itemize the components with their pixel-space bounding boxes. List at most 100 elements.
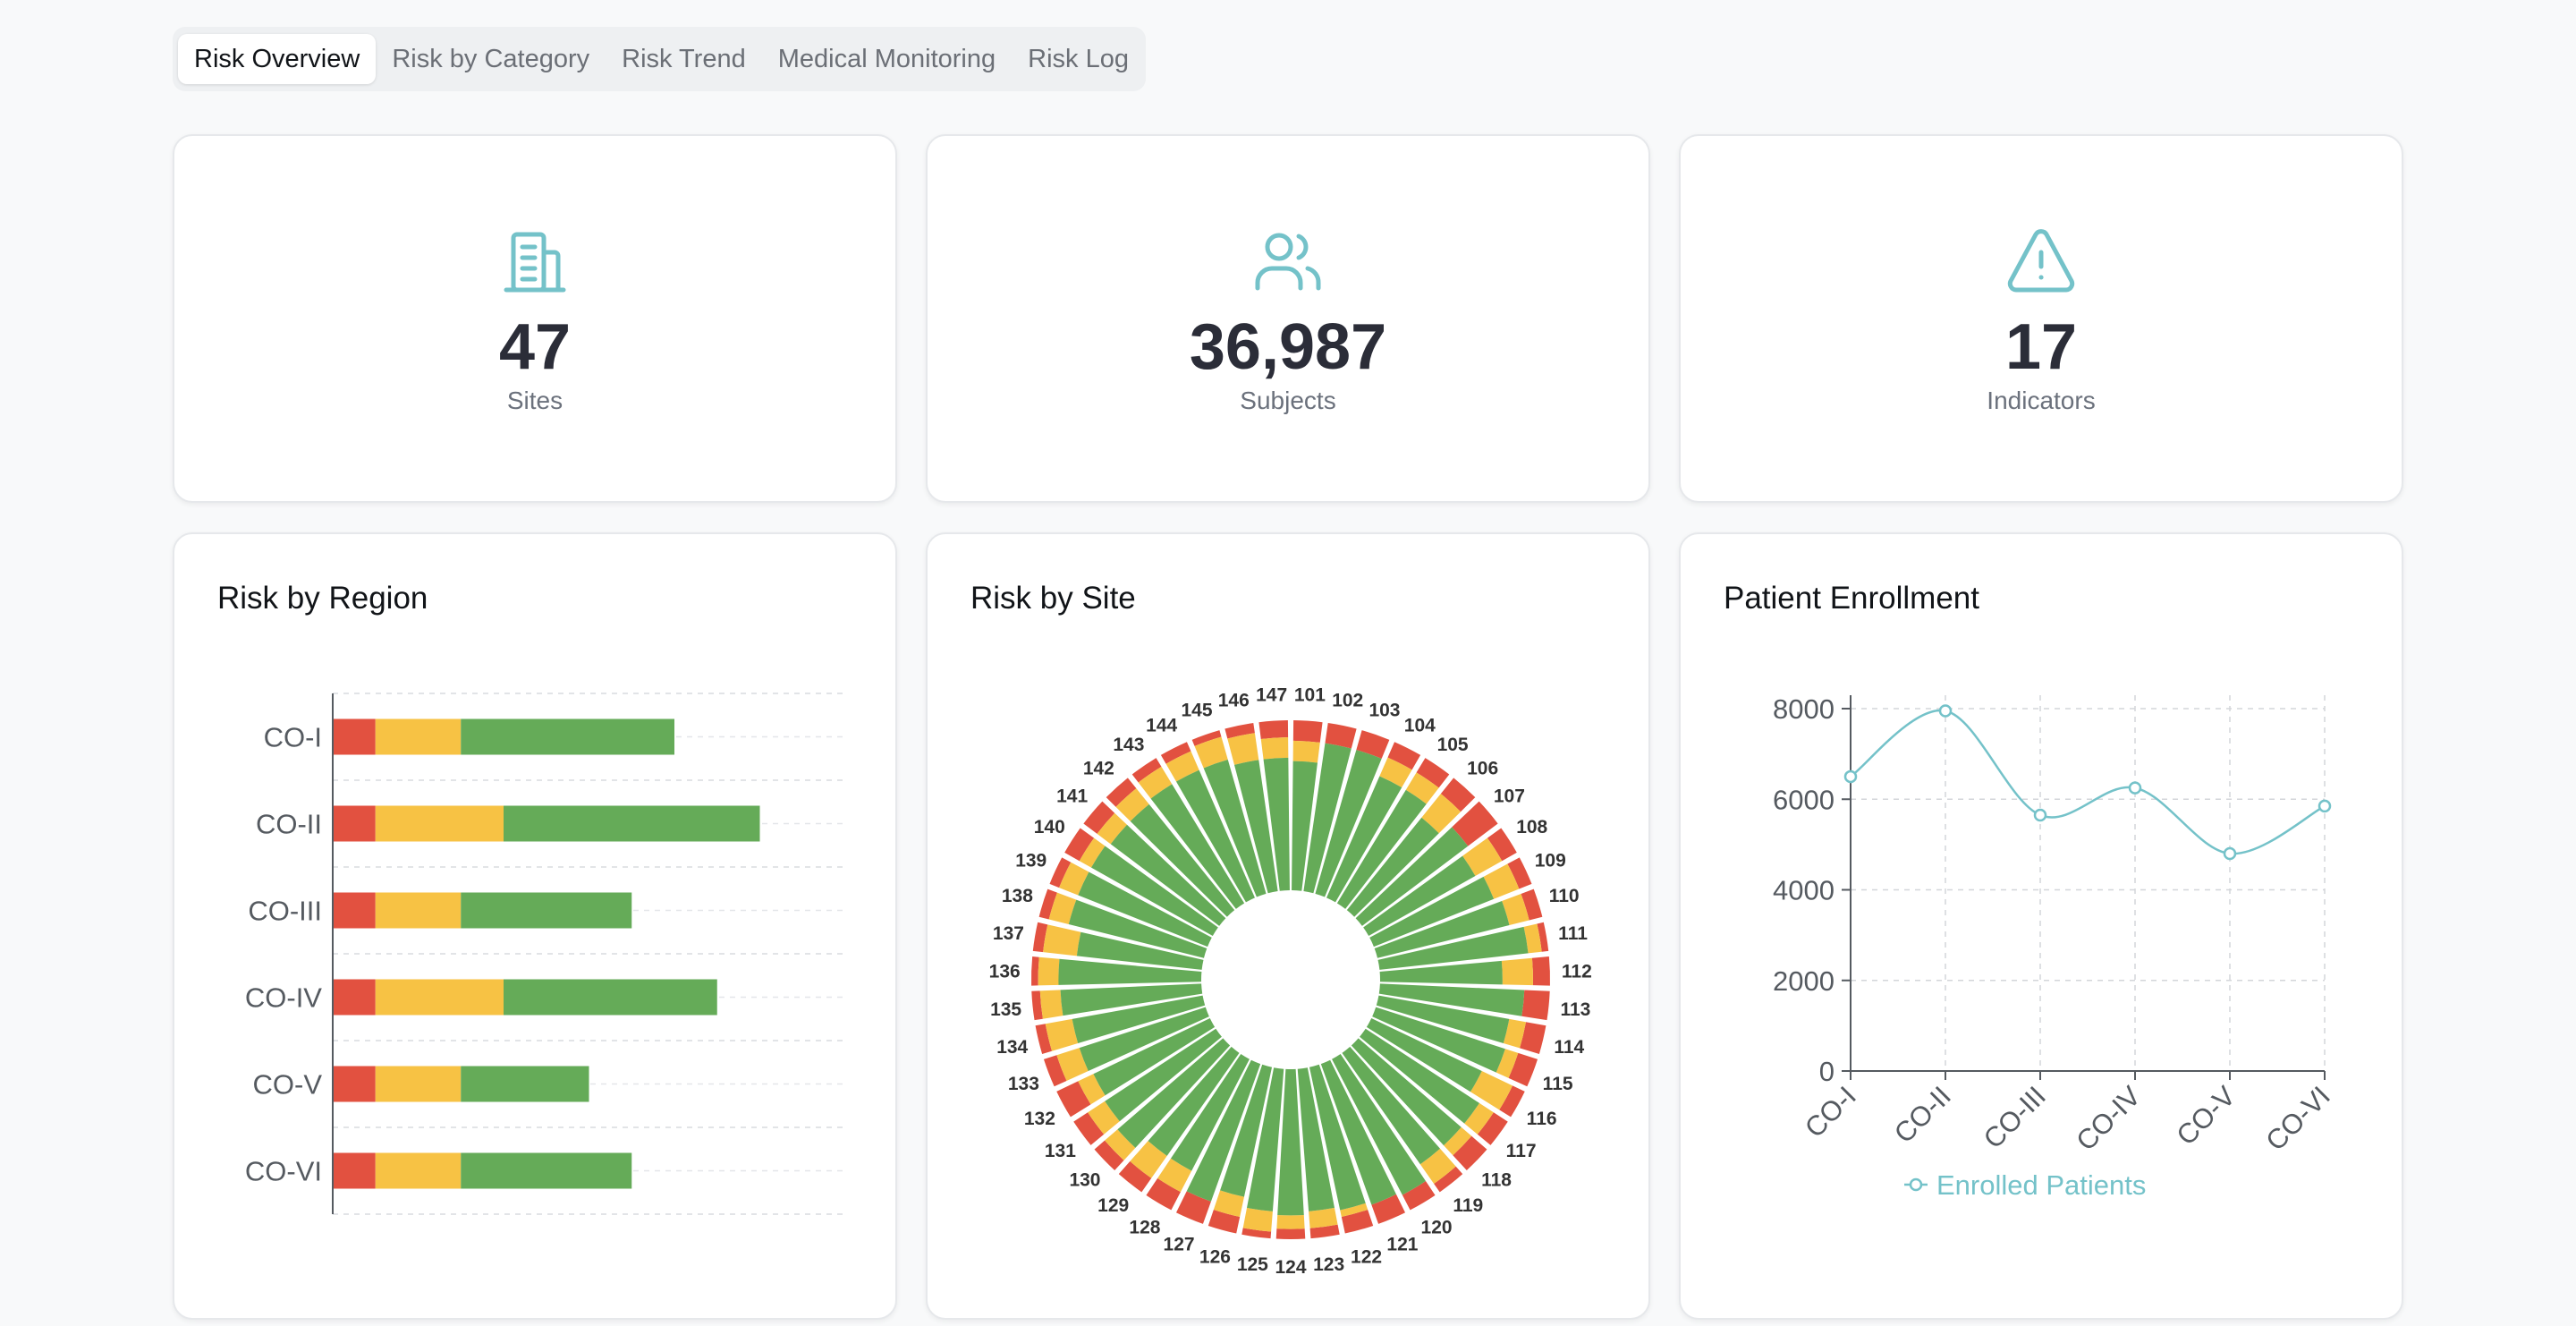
site-103-seg0 [1356,730,1390,759]
site-label: 133 [1008,1074,1039,1094]
bar-co-i-seg0 [333,718,376,755]
risk-by-site-title: Risk by Site [970,581,1136,616]
site-101-seg1 [1292,740,1320,763]
site-109-seg2 [1369,876,1495,948]
x-tick-label: CO-V [2170,1080,2241,1152]
site-129-seg0 [1118,1160,1152,1193]
site-127-seg2 [1186,1059,1261,1202]
alert-triangle-icon [2007,229,2075,293]
tab-risk-trend[interactable]: Risk Trend [622,44,746,73]
site-label: 119 [1453,1195,1483,1216]
site-113-seg2 [1378,983,1525,1016]
risk-by-region-card: Risk by Region CO-I CO-II CO-III CO-IV CO-V C… [173,532,897,1320]
site-label: 112 [1562,961,1592,982]
site-144-seg2 [1176,769,1255,903]
site-141-seg0 [1083,801,1115,834]
site-110-seg1 [1502,893,1530,925]
legend-marker [1909,1177,1923,1192]
site-129-seg2 [1148,1046,1240,1156]
site-136-seg1 [1038,956,1060,986]
site-label: 147 [1256,685,1287,706]
bar-co-ii-seg0 [333,805,376,842]
site-142-seg0 [1106,778,1137,807]
site-120-seg2 [1332,1054,1426,1195]
site-label: 141 [1056,786,1088,806]
site-140-seg2 [1091,846,1218,937]
enrollment-point-co-ii [1938,704,1953,718]
site-104-seg1 [1379,757,1412,788]
site-145-seg1 [1194,736,1228,769]
enrollment-line [1850,709,2326,855]
site-124-seg0 [1275,1228,1306,1239]
tab-medical-monitoring[interactable]: Medical Monitoring [777,44,996,73]
site-105-seg0 [1416,758,1450,788]
site-139-seg1 [1059,862,1089,896]
site-107-seg2 [1355,827,1469,926]
site-110-seg0 [1521,888,1543,921]
site-label: 115 [1543,1074,1573,1094]
site-label: 143 [1113,735,1144,755]
tab-risk-overview[interactable]: Risk Overview [178,34,377,84]
site-104-seg0 [1387,742,1421,770]
site-102-seg0 [1325,723,1357,749]
tab-bar: Risk Overview Risk by Category Risk Tren… [173,27,1146,91]
site-137-seg2 [1076,931,1204,970]
site-123-seg1 [1309,1207,1338,1228]
indicators-card: 17 Indicators [1679,134,2403,503]
site-108-seg2 [1363,855,1476,937]
site-118-seg0 [1453,1135,1487,1170]
site-label: 128 [1129,1217,1160,1237]
site-146-seg0 [1224,723,1255,739]
site-label: 106 [1467,759,1498,779]
site-label: 111 [1558,923,1588,944]
site-145-seg0 [1191,730,1222,746]
site-133-seg0 [1043,1055,1067,1087]
site-label: 105 [1437,735,1469,755]
site-126-seg0 [1208,1209,1241,1234]
bar-co-iii-seg1 [375,892,462,929]
site-138-seg0 [1038,888,1057,920]
site-label: 131 [1045,1141,1076,1161]
x-tick-label: CO-II [1888,1080,1957,1149]
site-132-seg1 [1078,1074,1106,1105]
tab-risk-by-category[interactable]: Risk by Category [392,44,590,73]
site-106-seg0 [1440,778,1476,812]
site-115-seg2 [1372,1007,1505,1073]
site-130-seg0 [1094,1140,1124,1170]
enrollment-point-co-iii [2033,808,2047,822]
bar-co-v-seg1 [375,1066,462,1102]
site-114-seg1 [1503,1018,1526,1049]
site-121-seg0 [1371,1194,1406,1224]
site-126-seg2 [1220,1064,1273,1197]
bar-co-iii-seg2 [461,892,632,929]
site-111-seg2 [1377,926,1529,970]
site-label: 144 [1146,715,1177,735]
site-121-seg2 [1320,1059,1396,1205]
site-label: 124 [1275,1257,1306,1278]
site-110-seg2 [1374,900,1510,958]
subjects-label: Subjects [1240,387,1336,414]
site-119-seg1 [1419,1148,1456,1184]
site-label: 104 [1404,715,1436,735]
site-143-seg0 [1131,758,1162,783]
site-140-seg1 [1079,837,1106,868]
site-135-seg1 [1039,990,1063,1019]
site-label: 113 [1560,999,1590,1020]
y-tick-label: 2000 [1773,965,1835,997]
bar-co-ii-seg2 [504,805,760,842]
bar-co-ii-seg1 [375,805,504,842]
site-106-seg2 [1346,817,1439,917]
site-134-seg1 [1045,1018,1079,1051]
x-tick-label: CO-III [1978,1080,2052,1154]
site-145-seg2 [1203,760,1267,897]
site-147-seg2 [1263,757,1290,891]
subjects-value: 36,987 [1189,311,1387,383]
site-112-seg1 [1501,957,1533,986]
sites-card: 47 Sites [173,134,897,503]
site-label: 123 [1313,1254,1344,1275]
tab-risk-log[interactable]: Risk Log [1028,44,1129,73]
site-103-seg2 [1315,750,1382,897]
site-147-seg0 [1258,720,1289,740]
site-133-seg2 [1079,1007,1209,1072]
site-130-seg2 [1117,1038,1231,1148]
